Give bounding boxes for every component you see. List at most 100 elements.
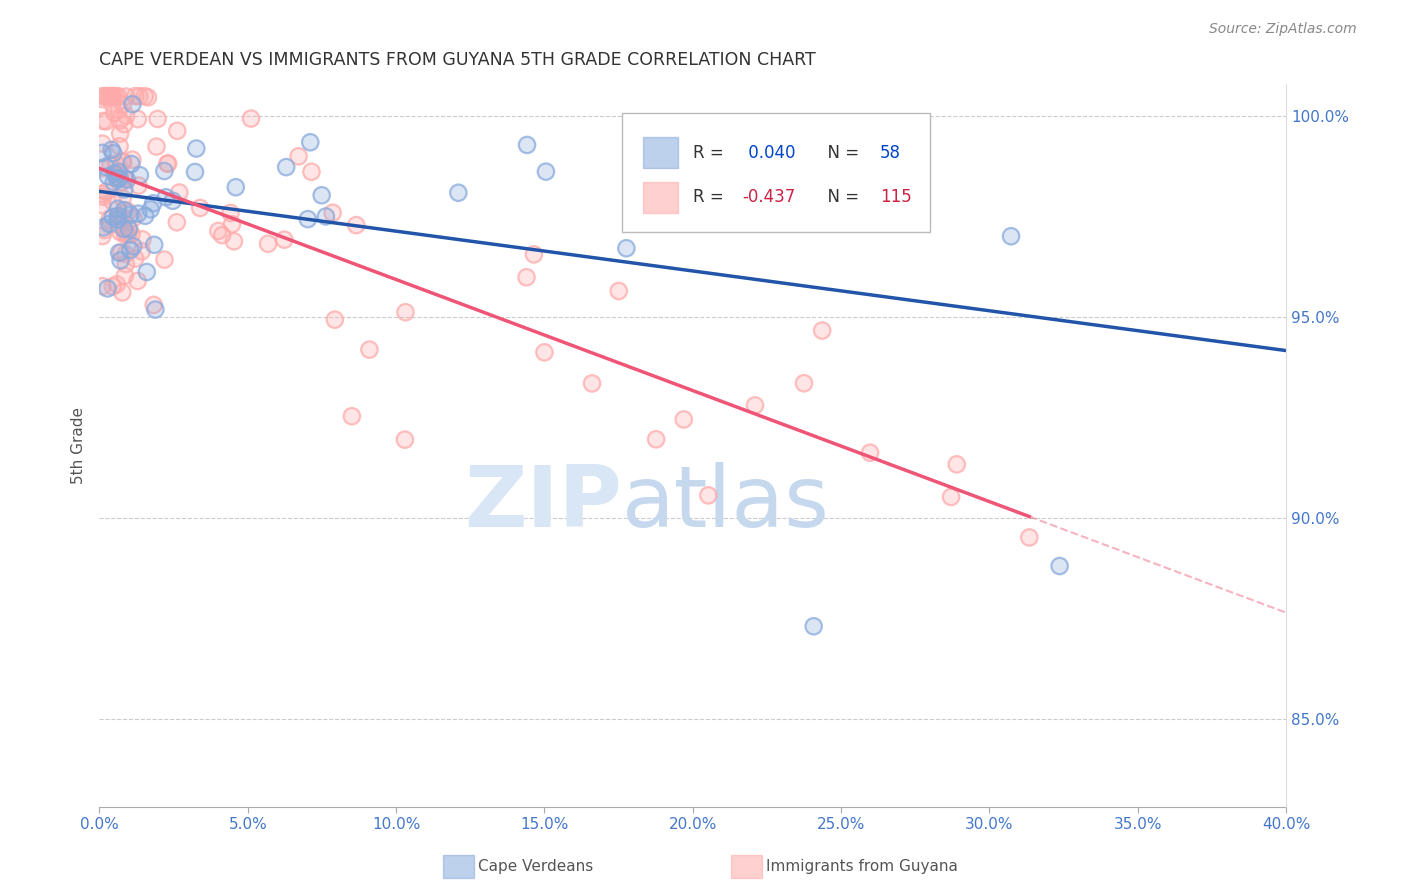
Point (115, 109, 138, 123)
Point (793, 376, 815, 391)
Point (115, 89, 138, 103)
Point (91, 92, 114, 106)
Point (221, 217, 243, 231)
Point (153, 252, 176, 267)
Point (107, 172, 129, 186)
Point (114, 268, 136, 283)
Point (124, 89, 146, 103)
Point (131, 232, 153, 246)
Point (114, 227, 136, 242)
Point (107, 89, 129, 103)
Point (97, 169, 120, 184)
Point (207, 224, 229, 238)
Point (111, 191, 134, 205)
Point (105, 277, 128, 292)
Point (101, 96, 124, 111)
Point (744, 398, 766, 412)
Point (697, 488, 720, 502)
Point (447, 186, 470, 200)
Point (98, 212, 121, 227)
Point (104, 167, 127, 181)
Point (108, 171, 131, 186)
Point (91, 114, 114, 128)
Point (108, 113, 131, 128)
Point (581, 376, 603, 391)
Point (112, 222, 135, 236)
Point (142, 298, 165, 312)
Point (108, 113, 131, 128)
Point (311, 188, 333, 202)
Point (110, 245, 132, 260)
Point (91, 161, 114, 176)
Point (219, 206, 242, 220)
Point (142, 298, 165, 312)
Point (100, 143, 122, 157)
Point (344, 218, 367, 232)
Point (118, 222, 141, 236)
Point (273, 233, 295, 247)
Point (143, 237, 166, 252)
Point (100, 143, 122, 157)
Point (945, 458, 967, 472)
Point (1049, 559, 1071, 574)
Point (128, 89, 150, 103)
Point (124, 252, 146, 266)
Point (97, 89, 120, 103)
Text: CAPE VERDEAN VS IMMIGRANTS FROM GUYANA 5TH GRADE CORRELATION CHART: CAPE VERDEAN VS IMMIGRANTS FROM GUYANA 5… (100, 51, 817, 69)
Text: R =: R = (693, 144, 728, 161)
Point (118, 222, 141, 236)
Point (153, 252, 176, 267)
Point (96, 89, 118, 103)
Bar (643, 137, 679, 168)
Point (107, 202, 129, 216)
Point (672, 412, 695, 426)
Point (94, 160, 117, 174)
Point (101, 89, 124, 103)
Point (115, 109, 138, 123)
Point (257, 236, 280, 251)
Point (91, 92, 114, 106)
Point (93, 223, 115, 237)
Point (91, 229, 114, 244)
Point (301, 165, 323, 179)
Point (155, 190, 177, 204)
Point (607, 284, 630, 298)
Point (108, 171, 131, 186)
Point (301, 165, 323, 179)
Point (107, 202, 129, 216)
Point (120, 157, 142, 171)
Point (114, 227, 136, 242)
Point (297, 212, 319, 227)
Point (114, 171, 136, 186)
Point (127, 207, 149, 221)
Point (101, 210, 124, 224)
Point (146, 112, 169, 126)
Point (105, 157, 128, 171)
Point (276, 160, 298, 174)
Point (91, 161, 114, 176)
Point (127, 207, 149, 221)
Point (100, 157, 122, 171)
Point (1018, 531, 1040, 545)
Point (744, 398, 766, 412)
Point (122, 211, 145, 226)
Point (107, 164, 129, 178)
Point (311, 188, 333, 202)
Point (516, 137, 538, 152)
Text: Cape Verdeans: Cape Verdeans (478, 859, 593, 873)
Point (101, 279, 124, 293)
Point (796, 141, 818, 155)
Point (186, 141, 208, 155)
Point (188, 201, 211, 215)
Point (103, 175, 125, 189)
Point (111, 213, 134, 227)
Point (859, 446, 882, 460)
Point (91, 279, 114, 293)
Point (322, 206, 344, 220)
Point (155, 190, 177, 204)
Point (394, 433, 416, 447)
Point (110, 176, 132, 190)
Text: ZIP: ZIP (464, 462, 621, 545)
Point (120, 208, 142, 222)
Text: 58: 58 (880, 144, 901, 161)
